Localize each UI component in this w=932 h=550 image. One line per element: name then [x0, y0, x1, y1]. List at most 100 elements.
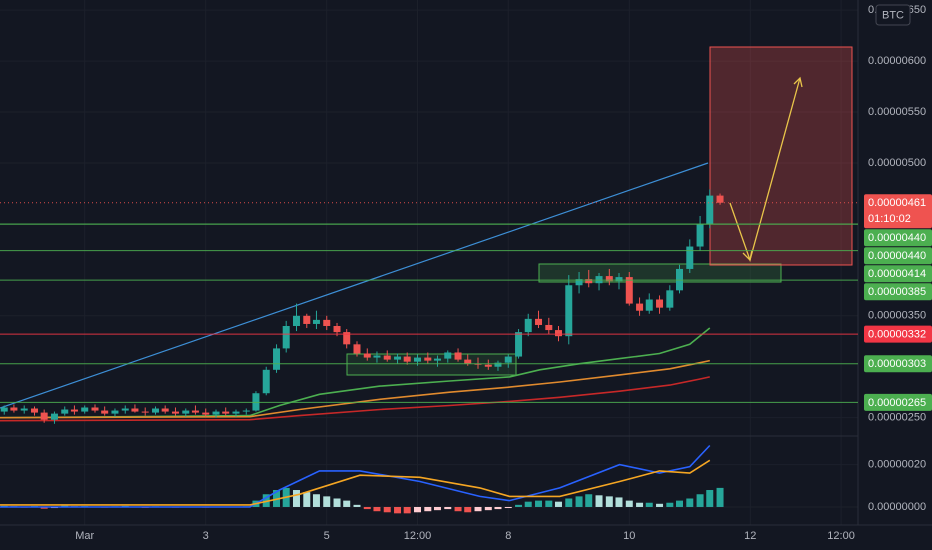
indicator-line [0, 359, 710, 419]
x-tick-label: 10 [623, 530, 635, 542]
price-tag [864, 393, 932, 411]
price-tag-label: 0.00000303 [868, 358, 926, 370]
histogram-bar [394, 506, 402, 514]
candle-body [494, 362, 502, 367]
trend-line [0, 162, 709, 409]
candle-body [545, 324, 553, 331]
histogram-bar [565, 498, 573, 507]
histogram-bar [615, 497, 623, 507]
price-tag-label: 0.00000461 [868, 197, 926, 209]
candle-body [524, 318, 532, 333]
candle-body [615, 277, 623, 282]
histogram-bar [636, 502, 644, 507]
candle-body [282, 325, 290, 349]
candle-body [141, 411, 149, 413]
y-tick-label: 0.00000250 [868, 412, 926, 424]
price-tag [864, 194, 932, 229]
countdown-label: 01:10:02 [868, 213, 911, 225]
histogram-bar [303, 492, 311, 507]
candle-body [70, 409, 78, 412]
histogram-bar [625, 500, 633, 507]
candle-body [353, 344, 361, 354]
candle-body [182, 410, 190, 414]
histogram-bar [676, 500, 684, 507]
plot [0, 189, 858, 514]
candle-body [222, 411, 230, 414]
histogram-bar [403, 506, 411, 514]
histogram-bar [323, 496, 331, 507]
candle-body [171, 411, 179, 414]
indicator-line [0, 459, 711, 506]
histogram-bar [312, 494, 320, 507]
candle-body [645, 299, 653, 311]
indicator-line [0, 327, 711, 419]
candle-body [554, 330, 562, 337]
histogram-bar [444, 506, 452, 510]
histogram-bar [656, 503, 664, 507]
price-tag-label: 0.00000440 [868, 250, 926, 262]
candle-body [152, 408, 160, 413]
candle-body [61, 409, 69, 414]
histogram-bar [474, 506, 482, 512]
price-tag-label: 0.00000414 [868, 268, 926, 280]
histogram-bar [686, 498, 694, 507]
candle-body [161, 408, 169, 412]
histogram-bar [605, 496, 613, 507]
candle-body [252, 393, 260, 411]
histogram-bar [696, 494, 704, 507]
histogram-bar [716, 487, 724, 507]
indicator-line [0, 376, 710, 422]
x-tick-label: Mar [75, 530, 94, 542]
x-tick-label: 3 [203, 530, 209, 542]
candle-body [202, 412, 210, 415]
candle-body [504, 356, 512, 363]
x-tick-label: 12:00 [404, 530, 432, 542]
candle-body [686, 246, 694, 269]
candle-body [30, 408, 38, 413]
arrow-head [742, 249, 753, 262]
candle-body [454, 352, 462, 360]
histogram-bar [484, 506, 492, 511]
indicator-line [0, 444, 711, 508]
y-tick-label: 0.00000500 [868, 157, 926, 169]
arrow-head [793, 76, 803, 88]
histogram-bar [645, 502, 653, 507]
support-box [538, 263, 782, 283]
candle-body [464, 359, 472, 364]
histogram-bar [515, 504, 523, 507]
candle-body [121, 408, 129, 411]
price-tag [864, 229, 932, 247]
histogram-bar [40, 506, 48, 509]
histogram-bar [433, 506, 441, 511]
histogram-bar [545, 500, 553, 507]
histogram-bar [292, 490, 300, 507]
histogram-bar [363, 506, 371, 510]
histogram-bar [353, 504, 361, 507]
candle-body [444, 352, 452, 359]
currency-badge [875, 4, 911, 26]
histogram-bar [383, 506, 391, 513]
candle-body [424, 357, 432, 361]
y2-tick-label: 0.00000020 [868, 458, 926, 470]
currency-label: BTC [882, 9, 904, 21]
price-tag-label: 0.00000332 [868, 329, 926, 341]
candle-body [373, 355, 381, 358]
candle-body [363, 353, 371, 358]
candle-body [312, 319, 320, 324]
candle-body [515, 332, 523, 357]
grid [0, 0, 858, 525]
histogram-bar [424, 506, 432, 512]
drawings [0, 46, 853, 409]
candle-body [131, 408, 139, 412]
histogram-bar [666, 502, 674, 507]
candle-body [273, 348, 281, 370]
histogram-bar [524, 501, 532, 507]
candle-body [323, 319, 331, 326]
x-tick-label: 5 [324, 530, 330, 542]
candle-body [403, 356, 411, 362]
candle-body [0, 407, 8, 412]
price-tag [864, 247, 932, 265]
x-tick-label: 8 [505, 530, 511, 542]
price-tag [864, 265, 932, 283]
